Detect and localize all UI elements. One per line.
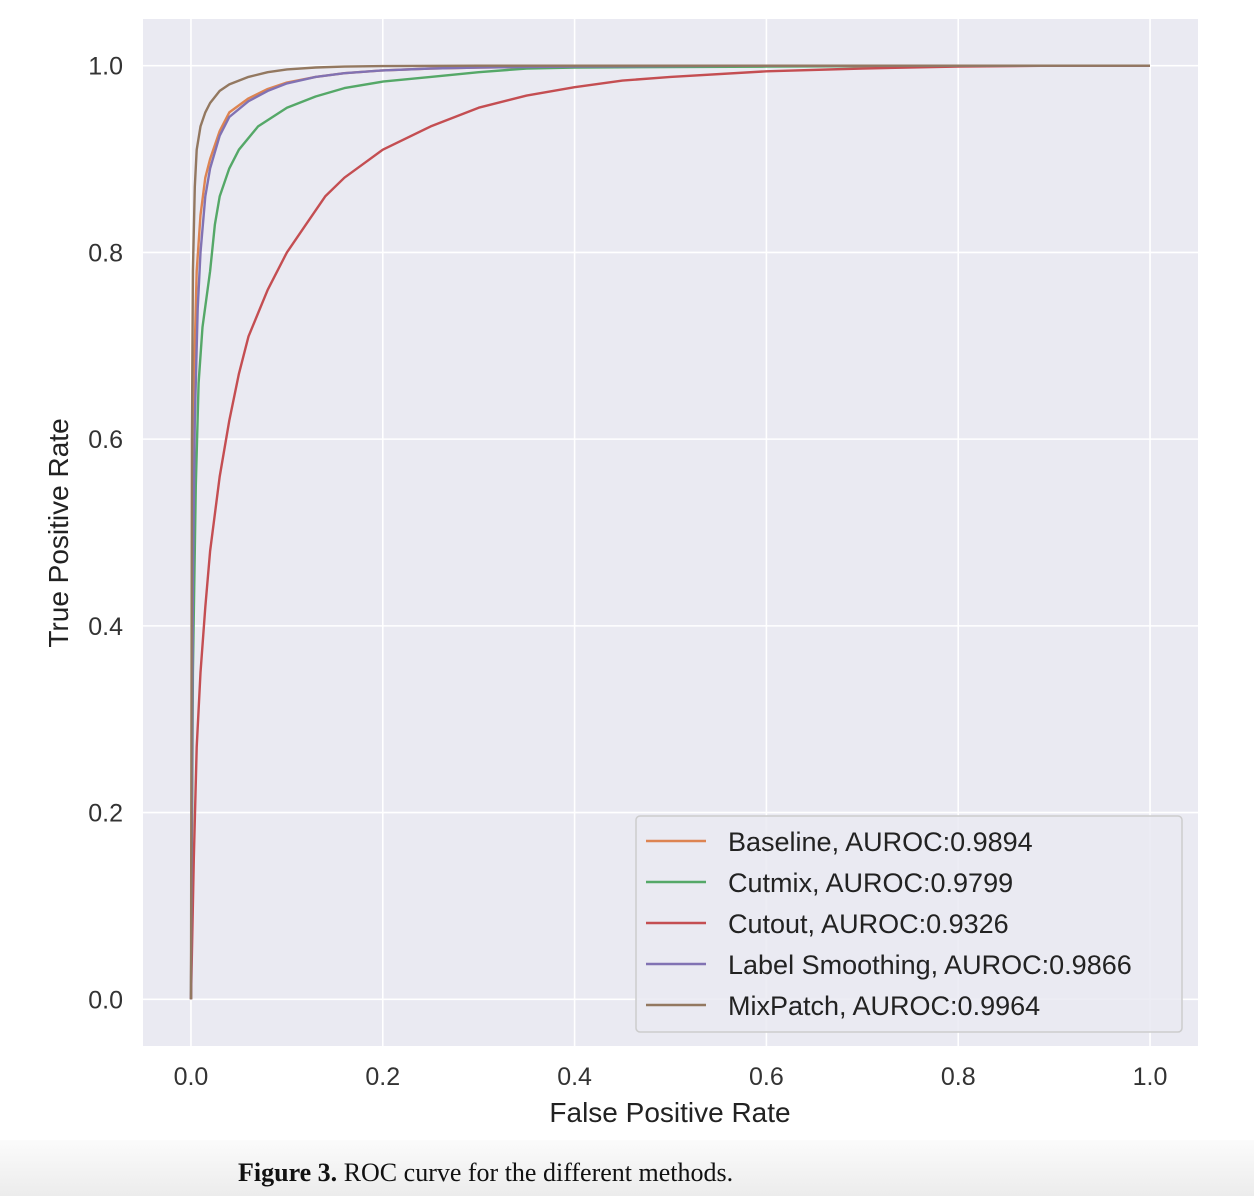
- legend-item: Baseline, AUROC:0.9894: [646, 827, 1033, 857]
- x-axis-label: False Positive Rate: [549, 1097, 790, 1128]
- caption-label: Figure 3.: [238, 1158, 338, 1187]
- y-tick-label: 0.0: [88, 986, 123, 1014]
- y-tick-label: 1.0: [88, 53, 123, 81]
- y-axis-label: True Positive Rate: [43, 418, 74, 647]
- figure-caption: Figure 3. ROC curve for the different me…: [238, 1158, 733, 1188]
- x-tick-labels: 0.0 0.2 0.4 0.6 0.8 1.0: [174, 1063, 1168, 1091]
- x-tick-label: 0.4: [557, 1063, 592, 1091]
- legend: Baseline, AUROC:0.9894 Cutmix, AUROC:0.97…: [635, 815, 1183, 1033]
- series-line-label-smoothing: [189, 64, 1150, 1000]
- y-tick-label: 0.4: [88, 613, 123, 641]
- y-tick-labels: 0.0 0.2 0.4 0.6 0.8 1.0: [88, 53, 123, 1015]
- legend-label: Cutout, AUROC:0.9326: [728, 909, 1009, 939]
- x-tick-label: 0.8: [941, 1063, 976, 1091]
- legend-label: Cutmix, AUROC:0.9799: [728, 868, 1013, 898]
- y-tick-label: 0.8: [88, 239, 123, 267]
- legend-item: Label Smoothing, AUROC:0.9866: [646, 950, 1132, 980]
- y-tick-label: 0.6: [88, 426, 123, 454]
- legend-label: Baseline, AUROC:0.9894: [728, 827, 1033, 857]
- legend-label: Label Smoothing, AUROC:0.9866: [728, 950, 1132, 980]
- x-tick-label: 0.6: [749, 1063, 784, 1091]
- series-lines: [189, 64, 1150, 1000]
- legend-item: Cutmix, AUROC:0.9799: [646, 868, 1013, 898]
- legend-frame: [635, 815, 1183, 1033]
- grid: [143, 19, 1198, 1046]
- caption-bar: [0, 1140, 1254, 1196]
- legend-label: MixPatch, AUROC:0.9964: [728, 991, 1040, 1021]
- legend-item: Cutout, AUROC:0.9326: [646, 909, 1009, 939]
- series-line-mixpatch: [189, 64, 1150, 1000]
- caption-text: ROC curve for the different methods.: [343, 1158, 734, 1187]
- x-tick-label: 1.0: [1133, 1063, 1168, 1091]
- legend-item: MixPatch, AUROC:0.9964: [646, 991, 1040, 1021]
- x-tick-label: 0.2: [365, 1063, 400, 1091]
- series-line-cutout: [189, 64, 1150, 1000]
- y-tick-label: 0.2: [88, 800, 123, 828]
- x-tick-label: 0.0: [174, 1063, 209, 1091]
